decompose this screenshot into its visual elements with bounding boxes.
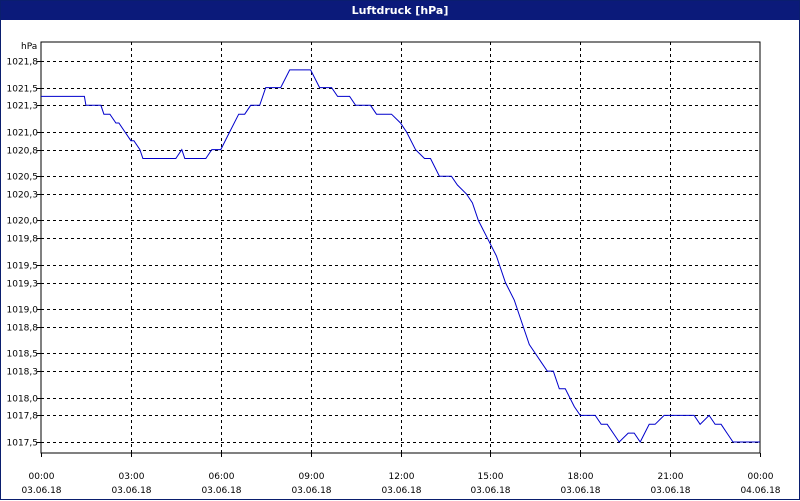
y-axis-unit-label: hPa	[21, 42, 37, 52]
x-tick-time-label: 00:00	[29, 472, 55, 482]
y-tick-label: 1019,0	[7, 306, 39, 316]
x-tick-date-label: 03.06.18	[21, 486, 61, 496]
grid	[41, 42, 760, 453]
y-tick-label: 1018,3	[7, 368, 39, 378]
chart-title: Luftdruck [hPa]	[1, 1, 799, 20]
y-tick-label: 1017,8	[7, 412, 39, 422]
x-tick-time-label: 06:00	[209, 472, 235, 482]
y-tick-label: 1019,3	[7, 280, 39, 290]
y-tick-label: 1021,0	[7, 129, 39, 139]
y-tick-label: 1017,5	[7, 439, 39, 449]
pressure-series-line	[41, 69, 760, 443]
x-tick-date-label: 03.06.18	[201, 486, 241, 496]
x-tick-time-label: 09:00	[299, 472, 325, 482]
x-tick-time-label: 12:00	[389, 472, 415, 482]
y-tick-label: 1020,5	[7, 173, 39, 183]
y-tick-label: 1018,8	[7, 324, 39, 334]
x-tick-date-label: 03.06.18	[560, 486, 600, 496]
y-tick-label: 1018,5	[7, 350, 39, 360]
y-tick-label: 1019,8	[7, 235, 39, 245]
plot-area	[40, 41, 761, 454]
x-tick-date-label: 03.06.18	[650, 486, 690, 496]
x-tick-time-label: 21:00	[658, 472, 684, 482]
y-tick-label: 1021,3	[7, 102, 39, 112]
x-tick-time-label: 18:00	[568, 472, 594, 482]
x-axis-ticks: 00:00 03.06.18 03:00 03.06.18 06:00 03.06.18 0…	[21, 453, 781, 496]
y-tick-label: 1020,8	[7, 147, 39, 157]
x-tick-time-label: 00:00	[748, 472, 774, 482]
y-tick-label: 1020,0	[7, 217, 39, 227]
y-tick-label: 1018,0	[7, 395, 39, 405]
x-tick-time-label: 03:00	[119, 472, 145, 482]
x-tick-date-label: 03.06.18	[111, 486, 151, 496]
x-tick-date-label: 03.06.18	[291, 486, 331, 496]
y-axis-ticks: 1017,5 1017,8 1018,0 1018,3 1018,5 1018,8 1019…	[7, 58, 41, 449]
x-tick-time-label: 15:00	[478, 472, 504, 482]
x-tick-date-label: 03.06.18	[381, 486, 421, 496]
y-tick-label: 1020,3	[7, 191, 39, 201]
y-tick-label: 1019,5	[7, 262, 39, 272]
y-tick-label: 1021,5	[7, 85, 39, 95]
x-tick-date-label: 04.06.18	[740, 486, 780, 496]
x-tick-date-label: 03.06.18	[470, 486, 510, 496]
y-tick-label: 1021,8	[7, 58, 39, 68]
